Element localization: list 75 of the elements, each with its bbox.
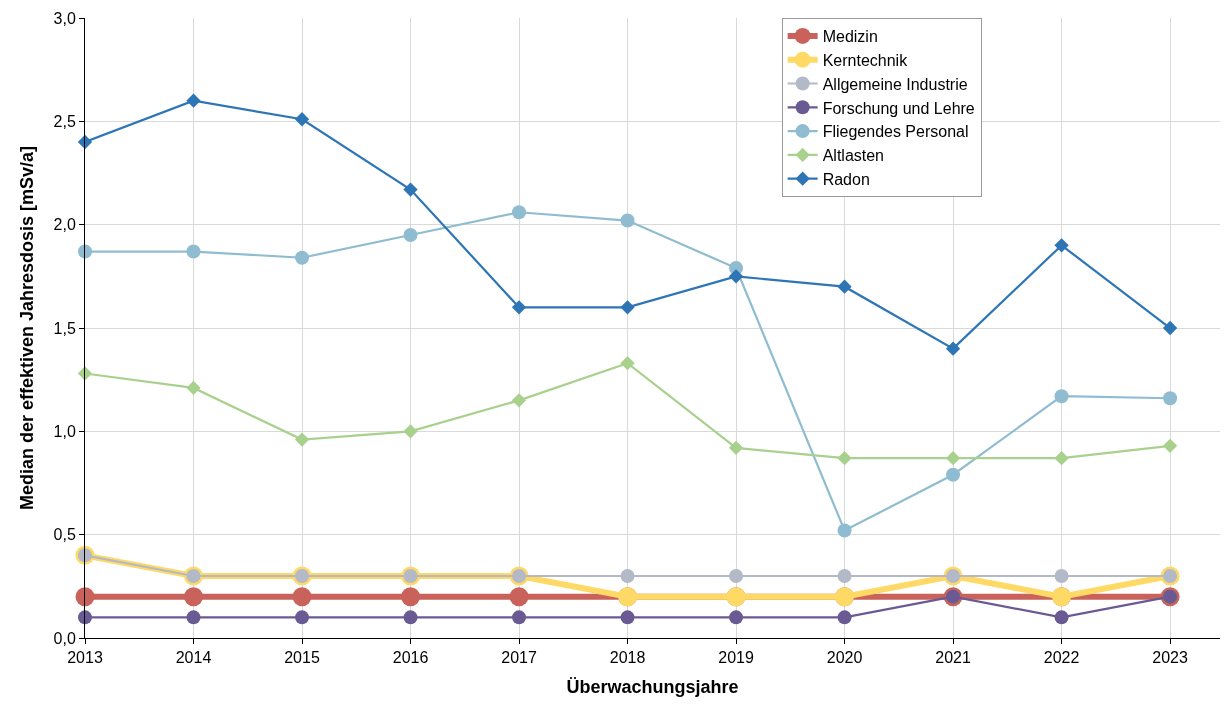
point — [509, 587, 529, 607]
legend-label: Medizin — [822, 28, 878, 46]
point — [403, 424, 418, 439]
point — [837, 610, 852, 625]
y-tick-label: 2,0 — [53, 216, 76, 234]
point — [295, 250, 310, 265]
point — [620, 610, 635, 625]
x-tick-label: 2014 — [175, 649, 212, 667]
point — [292, 587, 312, 607]
point — [620, 569, 635, 583]
point — [511, 300, 527, 315]
x-tick-label: 2017 — [501, 649, 537, 667]
point — [1054, 451, 1069, 466]
point — [1054, 389, 1069, 404]
point — [837, 279, 852, 294]
point — [946, 467, 961, 482]
point — [729, 610, 744, 625]
x-tick-label: 2022 — [1043, 649, 1080, 667]
point — [620, 355, 635, 371]
point — [620, 213, 635, 228]
x-tick-label: 2016 — [392, 649, 429, 667]
y-tick-label: 0,0 — [53, 629, 76, 647]
x-tick-label: 2021 — [935, 649, 971, 667]
point — [403, 228, 418, 242]
point — [1163, 391, 1178, 406]
point — [403, 182, 418, 197]
y-tick-label: 1,0 — [53, 422, 76, 440]
point — [729, 569, 744, 583]
x-tick-label: 2018 — [609, 649, 646, 667]
point — [1054, 610, 1069, 625]
point — [77, 134, 93, 150]
x-axis-title: Überwachungsjahre — [566, 677, 739, 698]
x-tick-label: 2020 — [826, 649, 863, 667]
point — [294, 432, 310, 447]
point — [512, 610, 527, 625]
point — [837, 451, 852, 466]
legend-label: Altlasten — [822, 147, 885, 165]
point — [184, 587, 204, 607]
point — [1162, 438, 1178, 453]
legend-label: Forschung und Lehre — [822, 99, 975, 117]
point — [837, 569, 852, 583]
legend-label: Allgemeine Industrie — [822, 75, 968, 93]
point — [186, 244, 201, 259]
point — [512, 205, 527, 220]
y-axis-title: Median der effektiven Jahresdosis [mSv/a] — [16, 145, 37, 511]
point — [728, 269, 744, 284]
y-tick-label: 1,5 — [53, 319, 76, 337]
y-tick-label: 0,5 — [53, 526, 76, 544]
point — [78, 610, 92, 625]
point — [728, 440, 744, 456]
y-tick-label: 3,0 — [53, 9, 76, 27]
point — [403, 610, 418, 625]
legend-label: Radon — [822, 170, 870, 188]
point — [294, 112, 310, 127]
point — [186, 610, 201, 625]
x-tick-label: 2013 — [67, 649, 103, 667]
point — [945, 341, 961, 356]
y-tick-label: 2,5 — [53, 112, 76, 130]
point — [75, 587, 95, 607]
x-tick-label: 2015 — [284, 649, 320, 667]
point — [1054, 569, 1069, 583]
point — [1054, 238, 1069, 253]
point — [620, 300, 635, 315]
legend-label: Kerntechnik — [822, 51, 909, 69]
point — [837, 523, 852, 538]
point — [186, 93, 201, 108]
point — [295, 610, 310, 625]
point — [401, 587, 421, 607]
point — [1162, 320, 1178, 336]
x-tick-label: 2019 — [718, 649, 754, 667]
legend-label: Fliegendes Personal — [822, 123, 969, 141]
x-tick-label: 2023 — [1152, 649, 1188, 667]
point — [945, 451, 961, 466]
point — [186, 380, 201, 396]
point — [511, 393, 527, 408]
